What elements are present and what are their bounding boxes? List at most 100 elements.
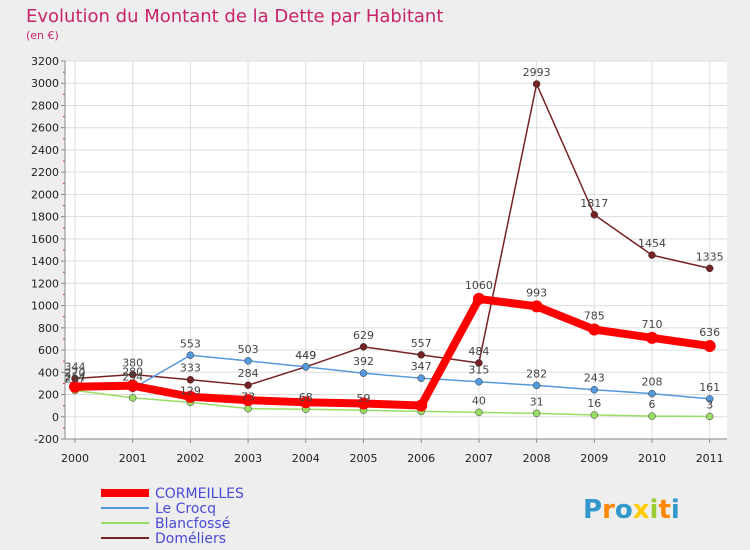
data-point [590,211,599,219]
x-tick-label: 2008 [523,452,551,465]
data-label: 254 [65,371,86,384]
y-tick-label: 1000 [31,300,59,313]
data-label: 59 [357,392,371,405]
legend-label: Le Crocq [155,501,216,517]
data-label: 284 [238,367,259,380]
plot-background [65,61,727,439]
data-point [126,379,139,392]
x-tick-label: 2011 [696,452,724,465]
data-label: 129 [180,384,201,397]
data-label: 280 [122,366,143,379]
data-point [590,385,599,394]
data-label: 785 [584,309,605,322]
data-point [475,408,483,417]
legend-label: CORMEILLES [155,486,244,502]
data-label: 1335 [696,250,724,263]
logo-letter: i [650,495,659,525]
data-point [128,370,137,379]
chart-subtitle: (en €) [26,29,59,42]
y-tick-label: 2600 [31,122,59,135]
data-label: 1060 [465,279,493,292]
data-point [648,251,656,259]
data-point [532,80,541,88]
data-label: 484 [468,345,489,358]
data-point [184,390,197,403]
y-tick-label: 1200 [31,277,59,290]
data-label: 243 [584,372,605,385]
y-tick-label: 1600 [31,233,59,246]
y-tick-label: 1400 [31,255,59,268]
x-tick-label: 2003 [234,452,262,465]
data-label: 237 [65,372,86,385]
x-tick-label: 2000 [61,452,89,465]
data-label: 449 [295,349,316,362]
data-point [417,374,425,382]
data-point [244,381,252,389]
y-tick-label: 800 [38,322,59,335]
data-label: 449 [295,349,316,362]
data-label: 333 [180,362,201,375]
y-tick-label: 1800 [31,211,59,224]
data-point [648,412,656,420]
data-label: 553 [180,337,201,350]
data-label: 629 [353,329,374,342]
data-label: 392 [353,355,374,368]
data-point [244,404,252,413]
data-label: 73 [241,391,255,404]
data-point [475,377,483,386]
data-label: 557 [411,337,432,350]
proxiti-logo: Proxiti [583,495,680,525]
legend-label: Doméliers [155,531,226,547]
data-label: 16 [587,397,601,410]
data-label: 40 [472,394,486,407]
y-tick-label: -200 [34,433,59,446]
data-point [705,412,714,421]
data-label: 315 [468,364,489,377]
series-line-0 [71,294,714,410]
data-point [588,323,601,336]
logo-letter: P [583,495,602,525]
data-label: 710 [642,318,663,331]
logo-letter: i [671,495,680,525]
y-tick-label: 2400 [31,144,59,157]
data-point [415,399,428,412]
data-label: 161 [699,381,720,394]
data-point [646,331,658,344]
y-tick-label: 0 [52,411,59,424]
data-point [705,264,714,273]
data-label: 1817 [580,197,608,210]
data-label: 6 [649,398,656,411]
y-tick-label: 600 [38,344,59,357]
data-point [359,343,368,351]
data-label: 254 [122,371,143,384]
y-tick-label: 3000 [31,77,59,90]
series-line-3 [74,83,711,386]
y-tick-label: 2000 [31,188,59,201]
data-label: 3 [706,398,713,411]
data-label: 993 [526,286,547,299]
logo-letter: o [615,495,633,525]
data-point [648,389,656,398]
data-point [417,351,425,359]
data-point [472,292,485,305]
data-label: 344 [65,361,86,374]
series-line-2 [74,389,711,418]
logo-letter: x [633,495,650,525]
data-label: 31 [530,395,544,408]
data-label: 503 [238,343,259,356]
data-label: 270 [65,367,86,380]
x-tick-label: 2006 [407,452,435,465]
data-label: 347 [411,360,432,373]
logo-text: Proxiti [583,495,680,525]
data-point [705,395,714,403]
logo-letter: t [658,495,670,525]
data-point [69,380,81,393]
legend-label: Blancfossé [155,516,230,532]
data-point [299,396,312,409]
x-tick-label: 2007 [465,452,493,465]
x-tick-label: 2009 [580,452,608,465]
y-tick-label: 2800 [31,99,59,112]
